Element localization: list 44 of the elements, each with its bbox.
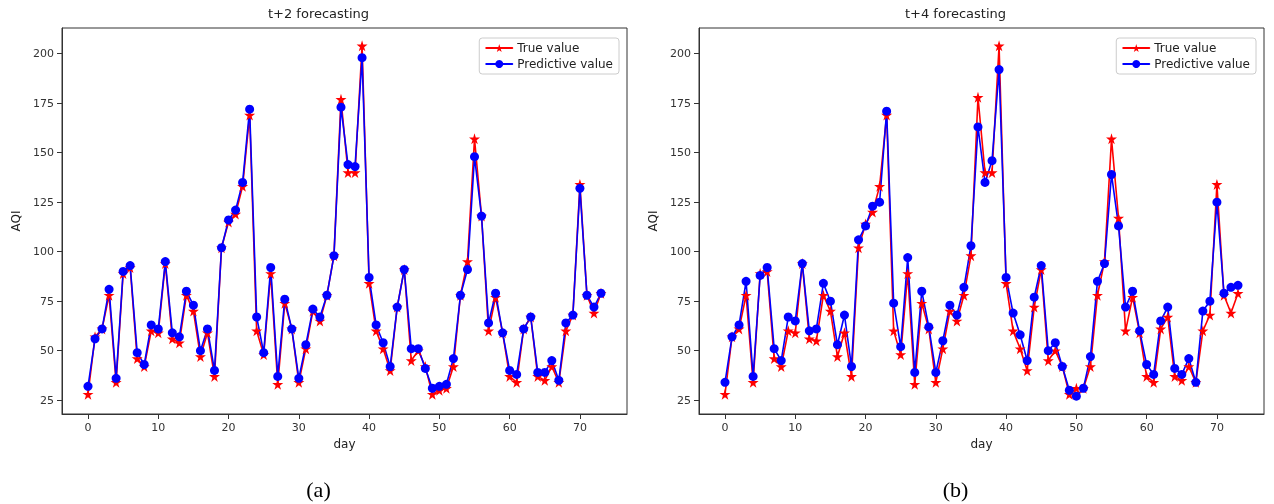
- y-tick-label: 175: [33, 96, 54, 110]
- x-tick-label: 10: [788, 421, 803, 434]
- x-tick-label: 40: [362, 421, 377, 434]
- x-tick-label: 0: [84, 421, 92, 434]
- legend-label: True value: [1153, 41, 1217, 55]
- y-tick-label: 50: [40, 344, 54, 358]
- legend-label: Predictive value: [517, 57, 614, 71]
- x-tick-label: 70: [1209, 421, 1224, 434]
- x-tick-label: 0: [721, 421, 729, 434]
- y-tick-label: 25: [40, 393, 54, 407]
- y-tick-label: 75: [677, 294, 691, 308]
- x-tick-label: 30: [928, 421, 943, 434]
- y-tick-label: 50: [677, 344, 691, 358]
- y-tick-label: 125: [670, 195, 691, 209]
- y-axis-title: AQI: [646, 210, 661, 232]
- x-tick-label: 30: [291, 421, 306, 434]
- x-tick-label: 60: [1139, 421, 1154, 434]
- x-axis-title: day: [333, 437, 356, 451]
- y-tick-label: 175: [670, 96, 691, 110]
- x-tick-label: 50: [1069, 421, 1084, 434]
- text: (a): [306, 476, 331, 502]
- x-tick-label: 40: [999, 421, 1014, 434]
- x-tick-label: 60: [502, 421, 517, 434]
- x-tick-label: 20: [858, 421, 873, 434]
- y-tick-label: 100: [33, 245, 54, 259]
- x-tick-label: 70: [572, 421, 587, 434]
- x-tick-label: 20: [221, 421, 236, 434]
- y-tick-label: 150: [33, 146, 54, 160]
- legend-label: Predictive value: [1154, 57, 1251, 71]
- chart-title: t+2 forecasting: [267, 6, 370, 21]
- legend-label: True value: [516, 41, 580, 55]
- y-axis-title: AQI: [9, 210, 24, 232]
- y-tick-label: 75: [40, 294, 54, 308]
- y-tick-label: 125: [33, 195, 54, 209]
- chart-title: t+4 forecasting: [904, 6, 1007, 21]
- x-tick-label: 50: [432, 421, 447, 434]
- y-tick-label: 200: [670, 47, 691, 61]
- x-axis-title: day: [970, 437, 993, 451]
- y-tick-label: 25: [677, 393, 691, 407]
- y-tick-label: 100: [670, 245, 691, 259]
- y-tick-label: 200: [33, 47, 54, 61]
- y-tick-label: 150: [670, 146, 691, 160]
- x-tick-label: 10: [151, 421, 166, 434]
- text: (b): [942, 476, 969, 502]
